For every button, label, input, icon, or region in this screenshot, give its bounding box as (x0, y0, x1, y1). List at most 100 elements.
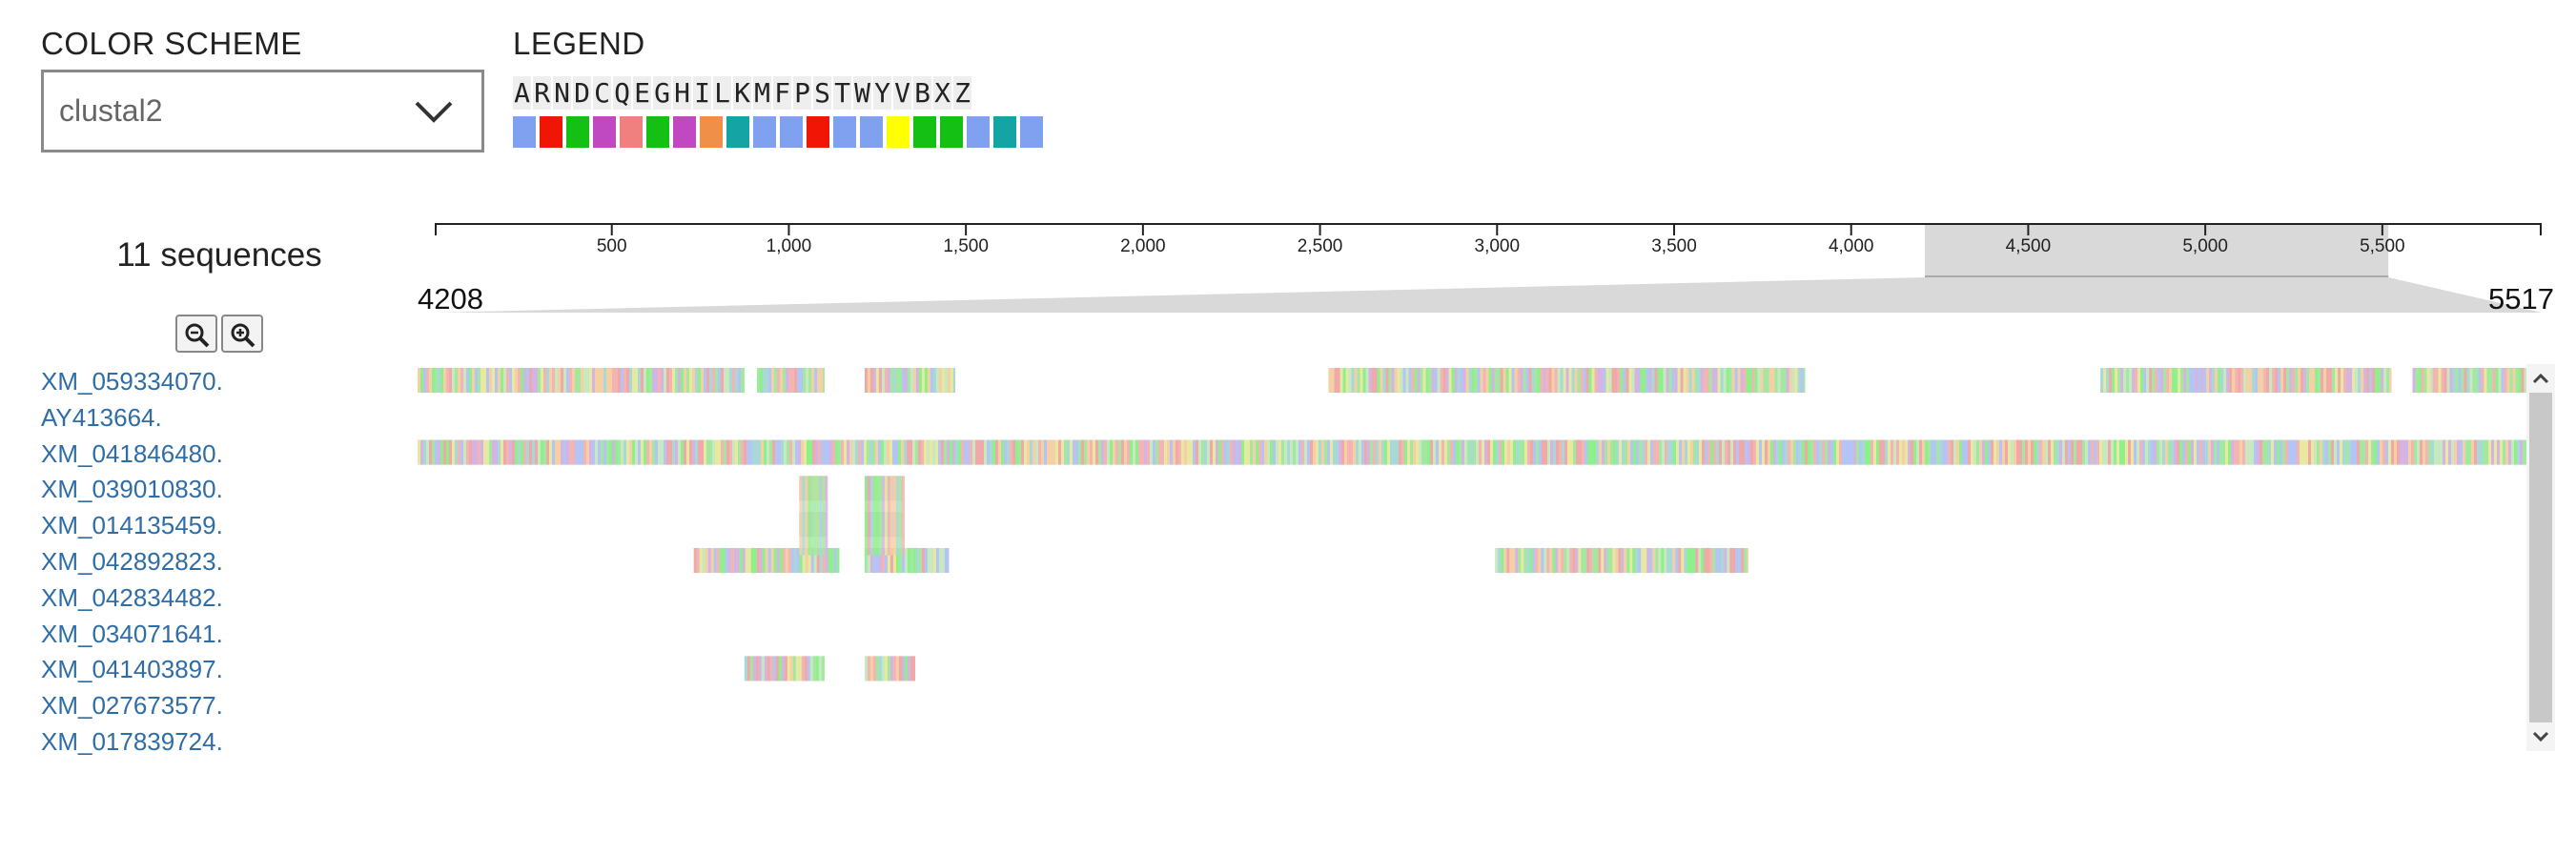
axis-tick-label: 4,000 (1829, 236, 1874, 256)
sequence-name-link[interactable]: XM_042892823. (41, 546, 223, 576)
sequence-name-link[interactable]: XM_027673577. (41, 691, 223, 721)
color-scheme-value: clustal2 (59, 93, 163, 128)
axis-tick-label: 5,500 (2360, 236, 2405, 256)
alignment-segment[interactable] (864, 368, 956, 393)
legend-swatch (967, 116, 990, 148)
legend-swatch (833, 116, 856, 148)
legend-letter: Y (873, 76, 891, 110)
legend-swatch (593, 116, 616, 148)
legend-letter: X (933, 76, 951, 110)
legend-letter: E (633, 76, 651, 110)
scroll-down-icon[interactable] (2526, 722, 2555, 751)
axis-tick-label: 2,000 (1120, 236, 1166, 256)
legend-swatch (940, 116, 963, 148)
sequence-name-link[interactable]: XM_017839724. (41, 726, 223, 756)
alignment-segment[interactable] (744, 656, 825, 681)
axis-tick-label: 1,500 (943, 236, 989, 256)
alignment-tracks[interactable] (418, 364, 2526, 761)
sequence-name-list: XM_059334070. AY413664. XM_041846480. XM_03… (41, 364, 223, 761)
zoom-in-button[interactable] (221, 315, 263, 353)
legend-label: LEGEND (513, 26, 645, 61)
alignment-segment[interactable] (2412, 368, 2526, 393)
alignment-segment[interactable] (2100, 368, 2392, 393)
axis-tick-label: 500 (597, 236, 627, 256)
legend-letter: T (833, 76, 851, 110)
sequence-name-link[interactable]: XM_039010830. (41, 475, 223, 504)
legend-swatch (780, 116, 803, 148)
legend-letter: K (733, 76, 751, 110)
scroll-up-icon[interactable] (2526, 364, 2555, 393)
sequence-name-link[interactable]: XM_041846480. (41, 438, 223, 468)
sequence-count: 11 sequences (116, 236, 322, 274)
vertical-scrollbar[interactable] (2526, 364, 2555, 751)
legend-swatch (913, 116, 936, 148)
alignment-segment[interactable] (418, 439, 2526, 465)
zoom-funnel (435, 277, 2542, 313)
legend-letter: S (813, 76, 831, 110)
legend-letter: H (673, 76, 691, 110)
scrollbar-thumb[interactable] (2529, 393, 2552, 722)
legend-swatch (566, 116, 589, 148)
legend-swatch (513, 116, 536, 148)
legend-letter: L (713, 76, 731, 110)
alignment-segment[interactable] (418, 368, 745, 393)
legend-letter: G (653, 76, 671, 110)
zoom-out-button[interactable] (175, 315, 217, 353)
legend-swatch (540, 116, 562, 148)
axis-tick-label: 4,500 (2006, 236, 2052, 256)
sequence-name-link[interactable]: XM_014135459. (41, 511, 223, 540)
sequence-name-link[interactable]: XM_041403897. (41, 655, 223, 684)
legend-letter: R (533, 76, 551, 110)
range-end-label: 5517 (2488, 282, 2554, 315)
legend-letter: I (693, 76, 711, 110)
alignment-segment[interactable] (757, 368, 825, 393)
legend-letter: P (793, 76, 811, 110)
legend-swatch (807, 116, 829, 148)
range-start-label: 4208 (418, 282, 483, 315)
legend-swatches (513, 116, 1047, 148)
sequence-name-link[interactable]: XM_034071641. (41, 619, 223, 648)
axis-tick-label: 3,000 (1475, 236, 1521, 256)
legend-swatch (993, 116, 1016, 148)
range-brush[interactable] (1924, 224, 2389, 277)
legend-letter: V (893, 76, 911, 110)
legend-swatch (753, 116, 776, 148)
alignment-segment[interactable] (1495, 548, 1748, 573)
legend-letter: M (753, 76, 771, 110)
sequence-name-link[interactable]: AY413664. (41, 402, 162, 432)
legend-letter: D (573, 76, 591, 110)
legend-swatch (1020, 116, 1043, 148)
legend-swatch (620, 116, 643, 148)
legend-letter: N (553, 76, 571, 110)
axis-tick-label: 2,500 (1298, 236, 1343, 256)
alignment-column-block (864, 476, 905, 556)
legend-swatch (646, 116, 669, 148)
sequence-name-link[interactable]: XM_059334070. (41, 367, 223, 396)
legend-swatch (860, 116, 883, 148)
axis-tick-label: 1,000 (767, 236, 812, 256)
color-scheme-select[interactable]: clustal2 (41, 70, 484, 152)
sequence-name-link[interactable]: XM_042834482. (41, 582, 223, 612)
color-scheme-label: COLOR SCHEME (41, 26, 302, 61)
legend-letter: Q (613, 76, 631, 110)
alignment-segment[interactable] (864, 656, 916, 681)
legend-swatch (700, 116, 723, 148)
alignment-segment[interactable] (1328, 368, 1806, 393)
legend-letter: A (513, 76, 531, 110)
legend-swatch (726, 116, 749, 148)
zoom-in-icon (231, 323, 256, 348)
legend-letter: C (593, 76, 611, 110)
axis-tick-label: 5,000 (2182, 236, 2228, 256)
legend-swatch (887, 116, 910, 148)
position-axis[interactable]: 500 1,000 1,500 2,000 2,500 3,000 3,500 4,000 4,… (435, 203, 2542, 317)
legend-letter: Z (953, 76, 971, 110)
axis-tick-label: 3,500 (1651, 236, 1697, 256)
legend-letter: F (773, 76, 791, 110)
legend-letter: B (913, 76, 931, 110)
chevron-down-icon (415, 101, 453, 123)
legend-letter: W (853, 76, 871, 110)
alignment-column-block (799, 476, 828, 556)
legend-swatch (673, 116, 696, 148)
zoom-out-icon (185, 323, 210, 348)
